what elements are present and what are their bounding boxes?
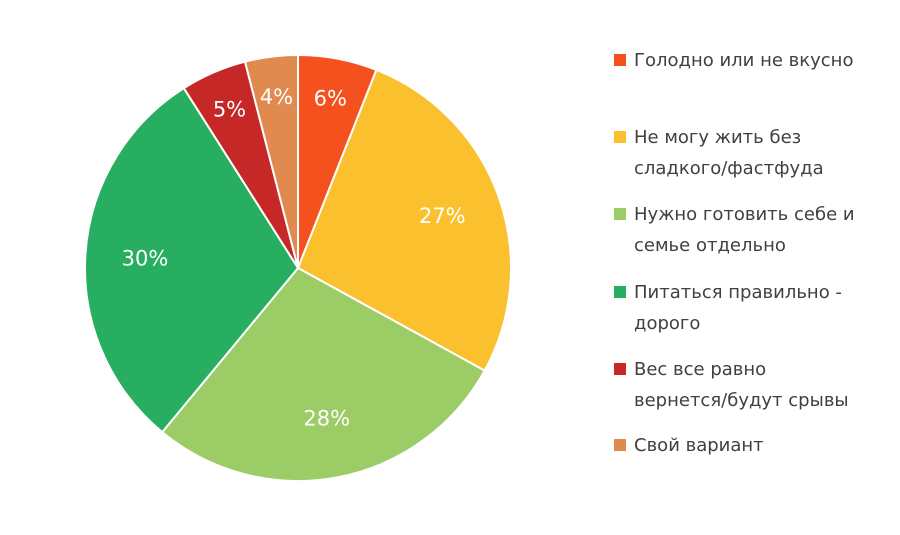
legend-swatch [614, 131, 626, 143]
legend-label: Вес все равно вернется/будут срывы [634, 359, 849, 411]
legend-label: Голодно или не вкусно [634, 50, 854, 71]
legend-item-expensive: Питаться правильно - дорого [614, 277, 900, 339]
legend-label: Питаться правильно - дорого [634, 282, 842, 334]
data-label-cook-separately: 28% [303, 407, 350, 431]
legend: Голодно или не вкусно Не могу жить без с… [614, 0, 900, 535]
legend-swatch [614, 208, 626, 220]
legend-swatch [614, 439, 626, 451]
legend-item-weight-returns: Вес все равно вернется/будут срывы [614, 354, 900, 416]
legend-label: Свой вариант [634, 435, 764, 456]
pie-slice-expensive [84, 86, 300, 434]
pie-slice-cook-separately [160, 266, 487, 482]
legend-item-own-option: Свой вариант [614, 430, 900, 461]
pie-slice-sweets [296, 68, 512, 372]
data-label-expensive: 30% [122, 246, 169, 270]
legend-item-hungry: Голодно или не вкусно [614, 45, 900, 76]
legend-swatch [614, 363, 626, 375]
legend-item-sweets: Не могу жить без сладкого/фастфуда [614, 122, 900, 184]
data-label-hungry: 6% [314, 87, 347, 111]
legend-item-cook-separately: Нужно готовить себе и семье отдельно [614, 199, 900, 261]
legend-swatch [614, 54, 626, 66]
data-label-weight-returns: 5% [213, 98, 246, 122]
legend-label: Нужно готовить себе и семье отдельно [634, 204, 855, 256]
legend-swatch [614, 286, 626, 298]
pie-slice-own-option [243, 53, 299, 269]
pie-chart: 6% 27% 28% 30% 5% 4% [84, 53, 512, 482]
data-label-own-option: 4% [260, 85, 293, 109]
data-label-sweets: 27% [419, 204, 466, 228]
legend-label: Не могу жить без сладкого/фастфуда [634, 127, 824, 179]
